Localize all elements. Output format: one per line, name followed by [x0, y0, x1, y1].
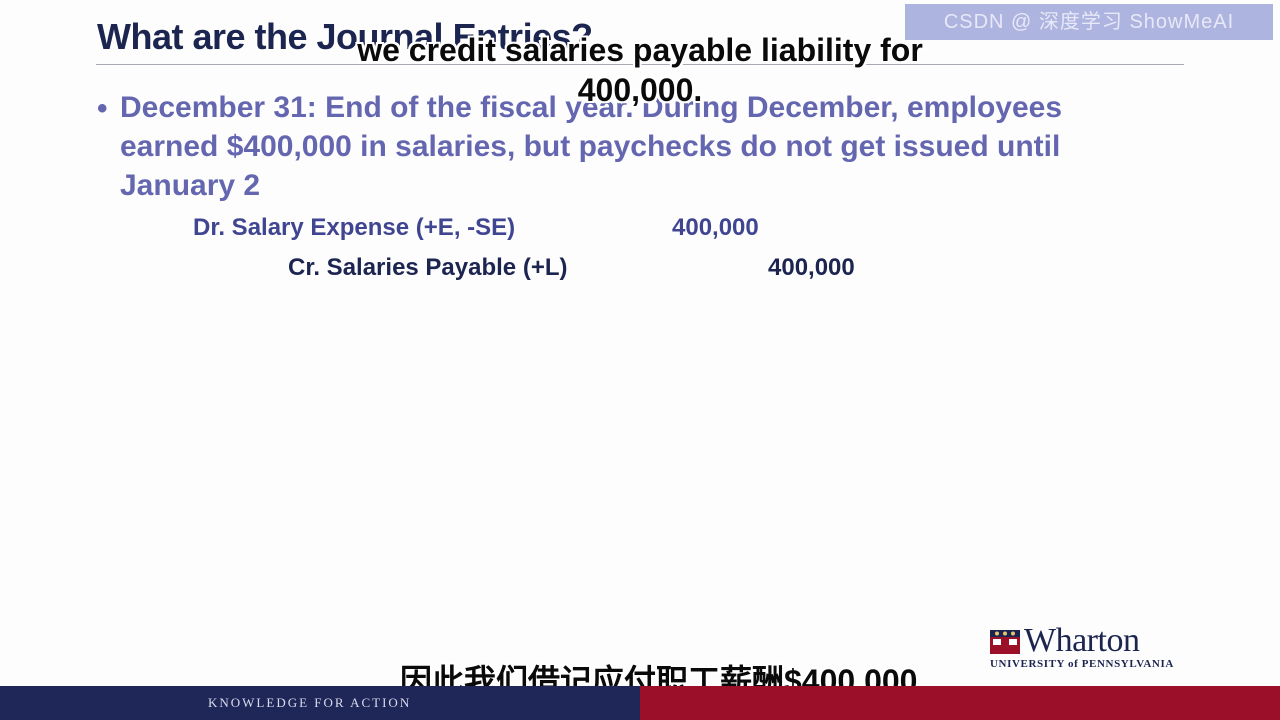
- slide-title: What are the Journal Entries?: [97, 16, 593, 57]
- footer-band-navy: [0, 686, 640, 720]
- footer-tagline: KNOWLEDGE FOR ACTION: [208, 695, 412, 710]
- logo-university: UNIVERSITY of PENNSYLVANIA: [990, 658, 1174, 670]
- debit-account: Dr. Salary Expense (+E, -SE): [193, 214, 516, 241]
- logo-wordmark: Wharton: [1024, 622, 1140, 659]
- subtitle-english: we credit salaries payable liability for…: [357, 32, 923, 108]
- debit-amount: 400,000: [672, 214, 759, 241]
- footer-band-red: [640, 686, 1280, 720]
- bullet-icon: •: [97, 92, 108, 125]
- credit-account: Cr. Salaries Payable (+L): [288, 254, 568, 281]
- credit-amount: 400,000: [768, 254, 855, 281]
- title-divider: [96, 64, 1184, 65]
- wharton-logo: Wharton UNIVERSITY of PENNSYLVANIA: [990, 622, 1190, 672]
- watermark: CSDN @ 深度学习 ShowMeAI: [905, 4, 1273, 40]
- bullet-text: December 31: End of the fiscal year. Dur…: [120, 91, 1063, 202]
- penn-crest-icon: [990, 630, 1020, 654]
